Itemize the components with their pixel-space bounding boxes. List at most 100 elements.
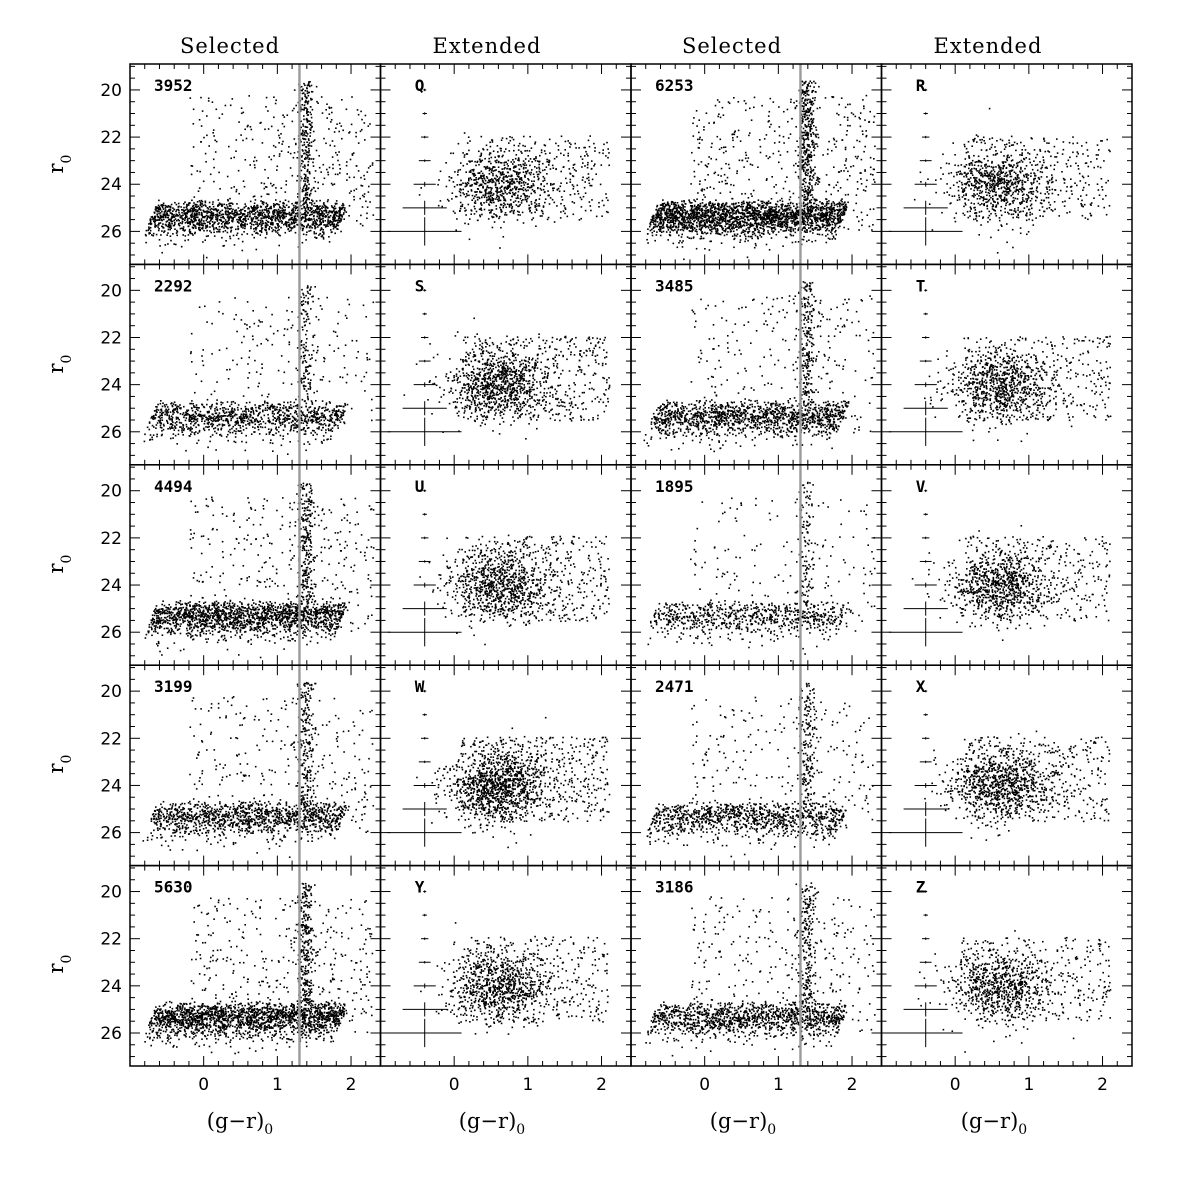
data-point [281,215,283,217]
data-point [795,163,797,165]
data-point [473,198,475,200]
data-point [522,212,524,214]
data-point [802,217,804,219]
data-point [455,196,457,198]
data-point [242,221,244,223]
data-point [196,213,198,215]
data-point [327,219,329,221]
data-point [219,226,221,228]
data-point [364,122,366,124]
data-point [853,147,855,149]
data-point [275,187,277,189]
column-title-1: Selected [180,34,280,58]
data-point [182,229,184,231]
data-point [572,201,574,203]
data-point [269,212,271,214]
data-point [276,212,278,214]
data-point [565,141,567,143]
data-point [265,106,267,108]
data-point [280,207,282,209]
data-point [364,193,366,195]
data-point [176,209,178,211]
data-point [539,155,541,157]
data-point [805,95,807,97]
data-point [821,203,823,205]
data-point [213,227,215,229]
data-point [684,206,686,208]
data-point [200,97,202,99]
data-point [172,207,174,209]
data-point [283,202,285,204]
data-point [285,184,287,186]
data-point [504,151,506,153]
data-point [313,158,315,160]
data-point [330,224,332,226]
data-point [577,190,579,192]
data-point [309,121,311,123]
data-point [544,169,546,171]
data-point [254,207,256,209]
data-point [366,218,368,220]
data-point [340,219,342,221]
data-point [496,188,498,190]
data-point [308,82,310,84]
data-point [306,109,308,111]
data-point [167,232,169,234]
data-point [281,143,283,145]
data-point [805,99,807,101]
data-point [719,149,721,151]
data-point [814,203,816,205]
data-point [278,209,280,211]
data-point [812,97,814,99]
data-point [282,211,284,213]
data-point [183,212,185,214]
data-point [206,135,208,137]
data-point [218,231,220,233]
x-axis-label-text: (g−r) [961,1109,1018,1133]
data-point [507,163,509,165]
data-point [338,218,340,220]
data-point [712,228,714,230]
data-point [486,188,488,190]
data-point [605,193,607,195]
data-point [277,223,279,225]
data-point [511,181,513,183]
data-point [349,205,351,207]
data-point [556,205,558,207]
data-point [751,238,753,240]
data-point [159,239,161,241]
data-point [564,213,566,215]
data-point [705,208,707,210]
data-point [337,222,339,224]
data-point [788,229,790,231]
data-point [310,124,312,126]
data-point [471,199,473,201]
data-point [528,196,530,198]
data-point [315,191,317,193]
data-point [304,212,306,214]
data-point [732,210,734,212]
data-point [603,144,605,146]
data-point [245,217,247,219]
data-point [311,199,313,201]
data-point [840,170,842,172]
data-point [303,214,305,216]
data-point [727,231,729,233]
data-point [473,173,475,175]
data-point [283,205,285,207]
data-point [197,222,199,224]
data-point [369,123,371,125]
data-point [254,167,256,169]
data-point [348,215,350,217]
data-point [261,196,263,198]
data-point [529,150,531,152]
data-point [493,170,495,172]
data-point [162,223,164,225]
data-point [514,194,516,196]
data-point [570,179,572,181]
data-point [474,196,476,198]
data-point [318,217,320,219]
data-point [493,150,495,152]
data-point [243,231,245,233]
